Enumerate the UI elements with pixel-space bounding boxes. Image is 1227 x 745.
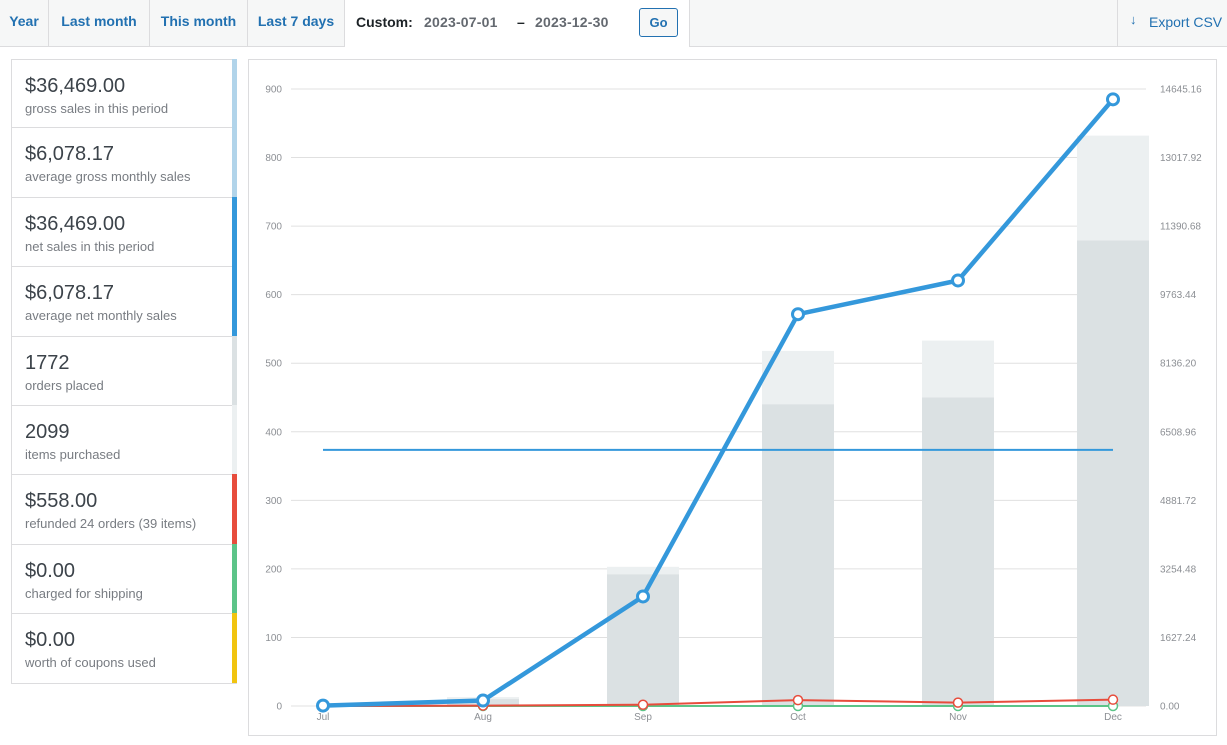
legend-color-bar: [232, 59, 237, 128]
x-tick-label: Dec: [1104, 712, 1122, 723]
net-sales-point: [951, 273, 965, 288]
legend-item[interactable]: $6,078.17 average gross monthly sales: [11, 127, 237, 198]
export-csv-button[interactable]: ↓ Export CSV: [1117, 0, 1227, 46]
y-tick-right: 11390.68: [1160, 222, 1201, 233]
bar: [922, 397, 994, 706]
y-tick-left: 700: [265, 222, 282, 233]
legend-description: average gross monthly sales: [25, 169, 191, 185]
legend-item[interactable]: $558.00 refunded 24 orders (39 items): [11, 474, 237, 545]
legend-description: net sales in this period: [25, 238, 155, 254]
x-tick-label: Nov: [949, 712, 967, 723]
legend-amount: $36,469.00: [25, 212, 126, 235]
legend-amount: $558.00: [25, 490, 98, 513]
legend-color-bar: [232, 266, 237, 336]
legend-color-bar: [232, 613, 237, 683]
y-tick-left: 800: [265, 153, 282, 164]
export-csv-label: Export CSV: [1149, 14, 1223, 30]
net-sales-point: [791, 307, 805, 322]
y-tick-left: 200: [265, 564, 282, 575]
legend-color-bar: [232, 404, 237, 475]
date-separator: –: [517, 14, 525, 30]
refunds-line: [322, 698, 1114, 707]
y-tick-left: 500: [265, 359, 282, 370]
net-sales-point: [476, 693, 490, 708]
legend-item[interactable]: $0.00 charged for shipping: [11, 543, 237, 615]
chart-legend: $36,469.00 gross sales in this period $6,0…: [11, 59, 237, 684]
legend-item[interactable]: $0.00 worth of coupons used: [11, 613, 237, 684]
x-tick-label: Sep: [634, 712, 652, 723]
legend-item[interactable]: $36,469.00 gross sales in this period: [11, 59, 237, 129]
legend-color-bar: [232, 196, 237, 267]
y-tick-right: 4881.72: [1160, 496, 1197, 507]
bar: [1077, 240, 1149, 706]
y-tick-right: 14645.16: [1160, 85, 1202, 96]
legend-description: orders placed: [25, 377, 104, 393]
x-tick-label: Jul: [317, 712, 330, 723]
custom-range: Custom: 2023-07-01 – 2023-12-30 Go: [345, 0, 690, 47]
net-sales-point: [636, 589, 650, 604]
refunds-point: [637, 699, 649, 710]
tab-last-7-days[interactable]: Last 7 days: [248, 0, 345, 46]
refunds-point: [952, 697, 964, 708]
legend-description: worth of coupons used: [25, 655, 156, 671]
net-sales-point: [316, 698, 330, 713]
refunds-point: [792, 694, 804, 706]
custom-label: Custom:: [356, 14, 413, 30]
legend-item[interactable]: 1772 orders placed: [11, 335, 237, 406]
range-bar: Year Last month This month Last 7 days C…: [0, 0, 1227, 47]
y-tick-right: 0.00: [1160, 702, 1180, 713]
net-sales-line: [322, 97, 1115, 708]
refunds-point: [1107, 694, 1119, 705]
x-tick-label: Oct: [790, 712, 806, 723]
legend-description: refunded 24 orders (39 items): [25, 516, 197, 532]
legend-item[interactable]: $6,078.17 average net monthly sales: [11, 266, 237, 337]
y-tick-left: 0: [276, 702, 282, 713]
legend-amount: $36,469.00: [25, 75, 126, 97]
y-tick-right: 9763.44: [1160, 290, 1197, 301]
net-sales-point: [1106, 92, 1120, 107]
legend-color-bar: [232, 543, 237, 614]
legend-description: gross sales in this period: [25, 101, 169, 116]
y-tick-left: 600: [265, 290, 282, 301]
tab-this-month[interactable]: This month: [150, 0, 248, 46]
legend-color-bar: [232, 335, 237, 405]
y-tick-left: 100: [265, 633, 282, 644]
y-tick-right: 8136.20: [1160, 359, 1197, 370]
tab-last-month[interactable]: Last month: [49, 0, 150, 46]
go-button[interactable]: Go: [639, 8, 678, 37]
legend-amount: $6,078.17: [25, 282, 114, 305]
legend-color-bar: [232, 127, 237, 197]
y-tick-right: 13017.92: [1160, 153, 1202, 164]
legend-amount: $0.00: [25, 629, 76, 652]
legend-amount: 1772: [25, 351, 70, 374]
legend-color-bar: [232, 474, 237, 544]
bar: [762, 404, 834, 706]
legend-description: charged for shipping: [25, 585, 143, 601]
legend-amount: $0.00: [25, 559, 76, 582]
legend-description: average net monthly sales: [25, 308, 177, 324]
legend-item[interactable]: $36,469.00 net sales in this period: [11, 196, 237, 268]
date-from-input[interactable]: 2023-07-01: [424, 14, 498, 30]
date-to-input[interactable]: 2023-12-30: [535, 14, 609, 30]
legend-amount: $6,078.17: [25, 143, 114, 166]
y-tick-right: 1627.24: [1160, 633, 1197, 644]
legend-item[interactable]: 2099 items purchased: [11, 404, 237, 476]
legend-description: items purchased: [25, 446, 121, 462]
legend-amount: 2099: [25, 420, 70, 443]
y-tick-left: 400: [265, 427, 282, 438]
y-tick-right: 6508.96: [1160, 427, 1197, 438]
download-arrow-icon: ↓: [1130, 12, 1137, 27]
y-tick-left: 300: [265, 496, 282, 507]
y-tick-right: 3254.48: [1160, 564, 1197, 575]
sales-chart: 0 100 200 300 400 500 600 700 800 900 0.00 1627.24 3…: [248, 59, 1217, 736]
x-tick-label: Aug: [474, 712, 492, 723]
tab-year[interactable]: Year: [0, 0, 49, 46]
y-tick-left: 900: [265, 85, 282, 96]
